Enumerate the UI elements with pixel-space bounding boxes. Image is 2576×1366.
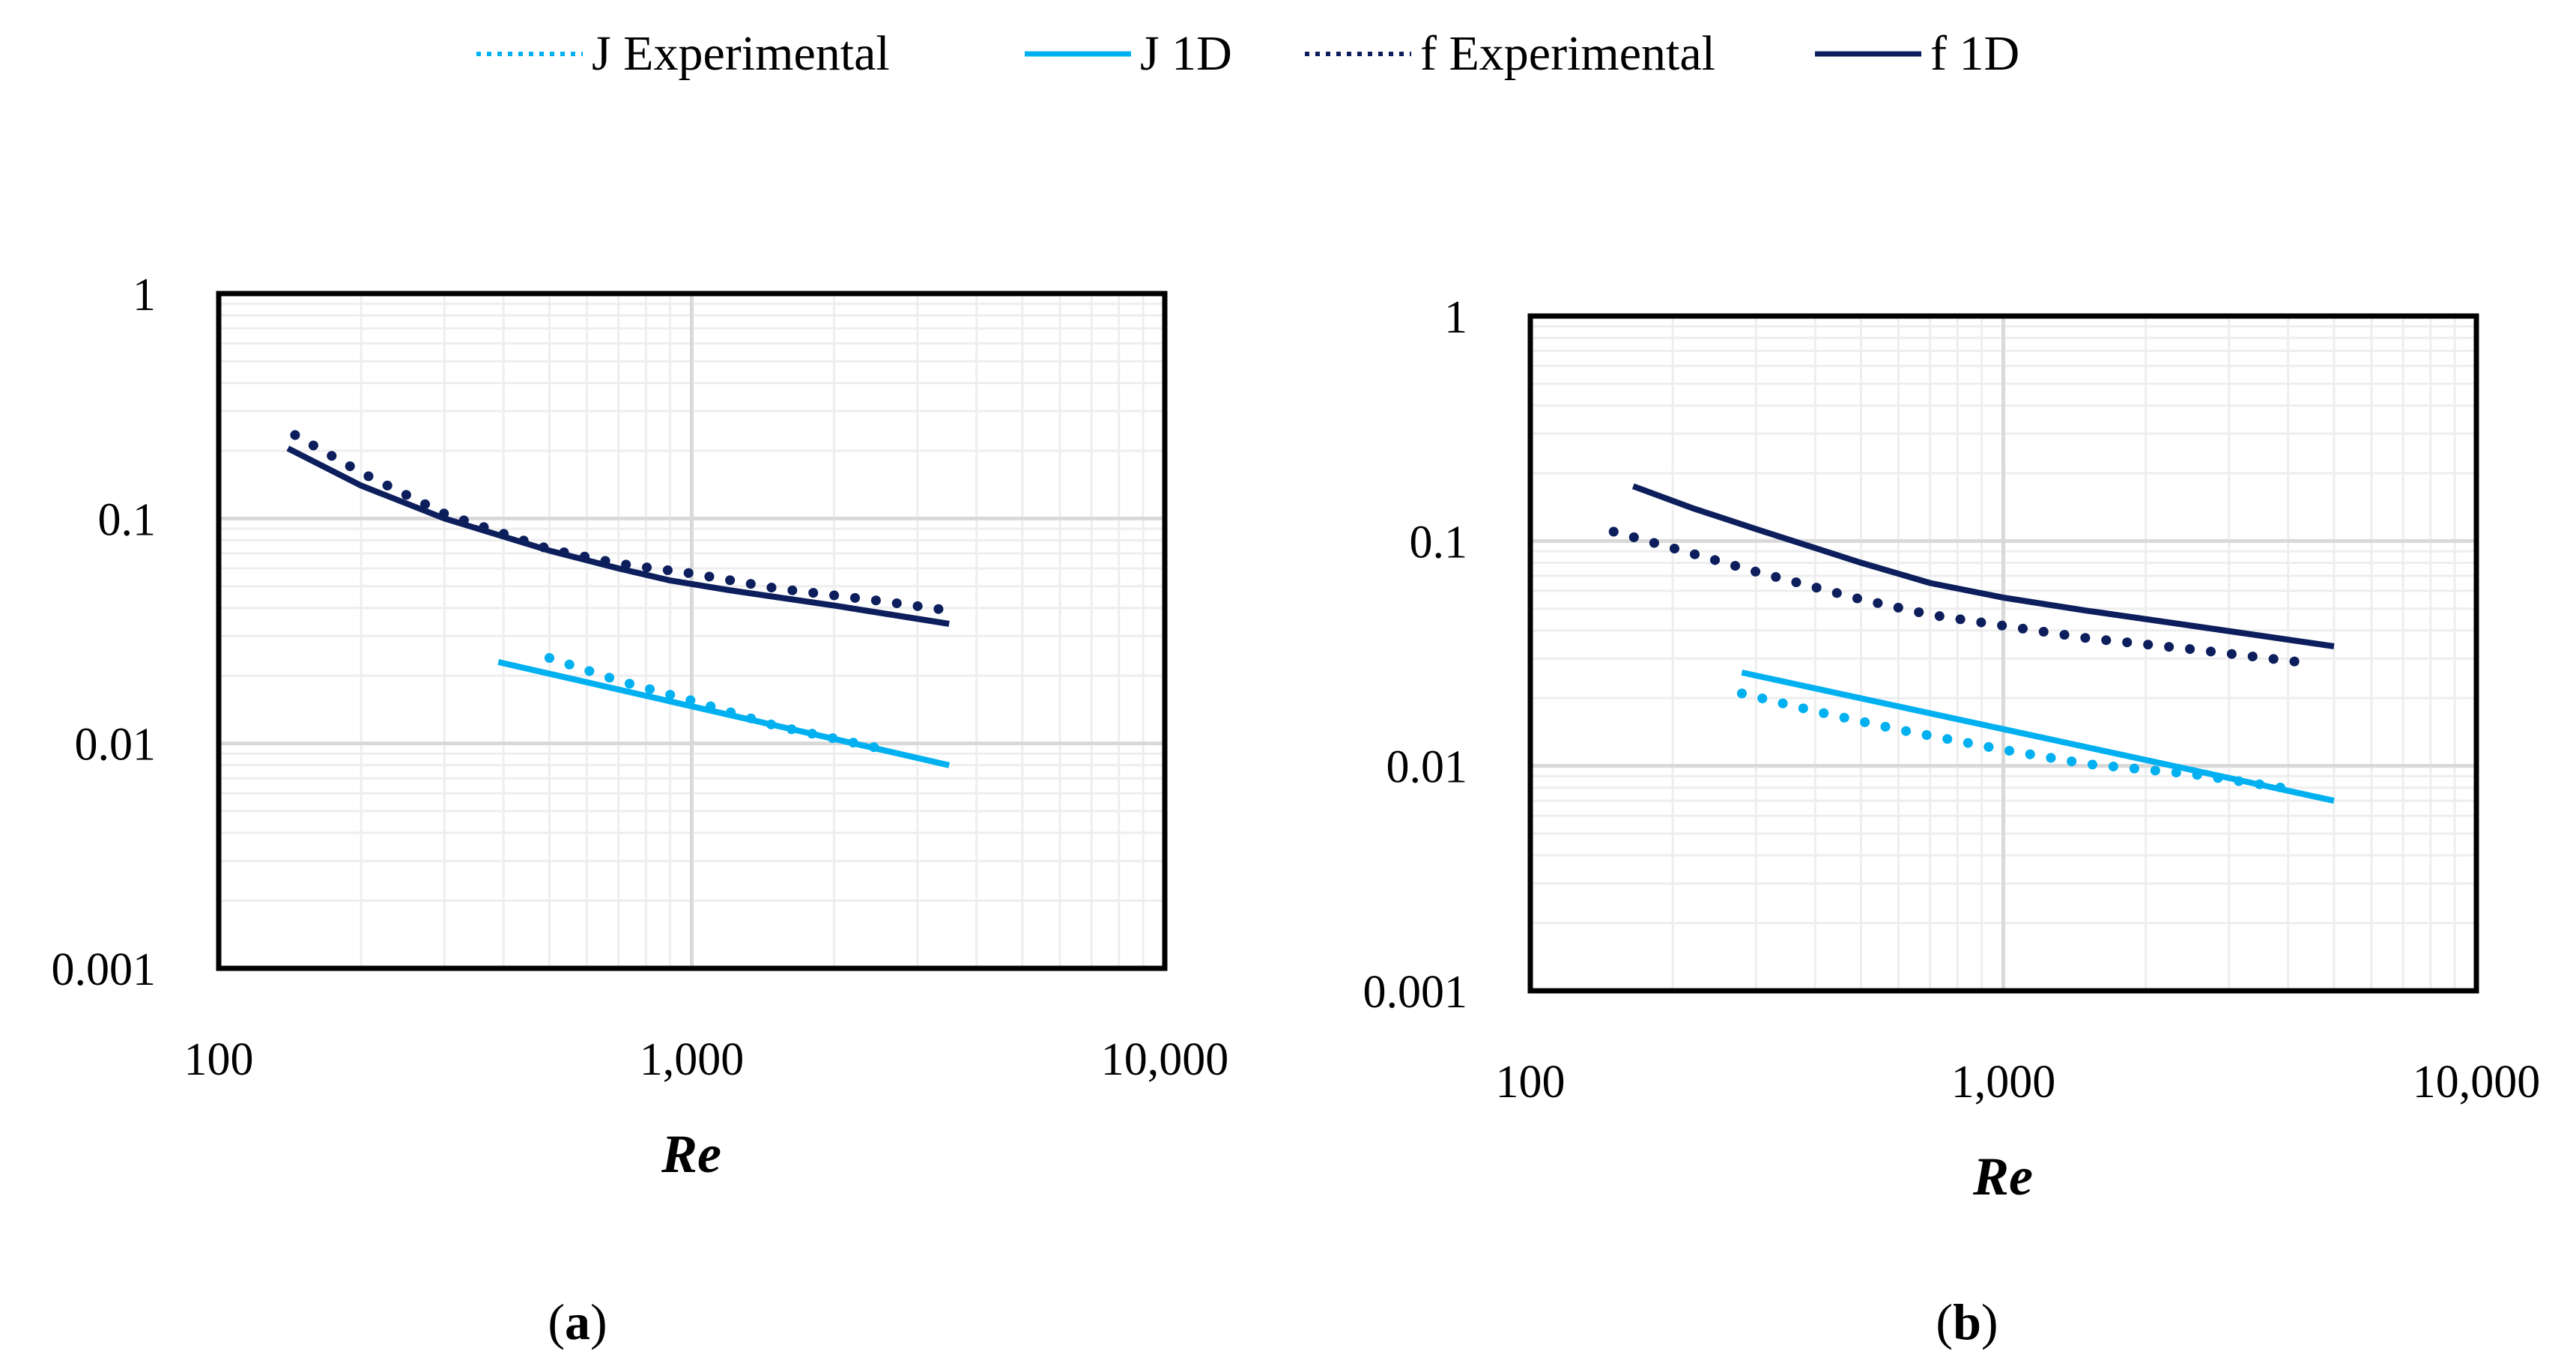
y-tick-label: 1 (1444, 292, 1467, 343)
y-tick-label: 0.001 (1363, 967, 1468, 1018)
y-tick-label: 0.1 (98, 494, 157, 545)
x-tick-label: 10,000 (2413, 1057, 2541, 1108)
legend-label-f-1d: f 1D (1930, 26, 2019, 81)
series-f-1d-b (1631, 483, 2335, 649)
x-axis-title-a: Re (661, 1124, 721, 1184)
x-tick-label: 100 (1496, 1057, 1566, 1108)
x-ticks-b: 100 1,000 10,000 (1496, 1057, 2541, 1108)
series-f-1d-a (286, 446, 950, 627)
legend-label-j-experimental: J Experimental (592, 26, 890, 81)
grid-a (216, 291, 1167, 971)
legend-label-f-experimental: f Experimental (1420, 26, 1715, 81)
chart-panel-a: 1 0.1 0.01 0.001 100 1,000 10,000 Re (a) (52, 270, 1229, 1350)
y-tick-label: 1 (133, 270, 156, 321)
y-tick-label: 0.1 (1410, 517, 1468, 568)
x-tick-label: 10,000 (1101, 1034, 1229, 1085)
y-ticks-a: 1 0.1 0.01 0.001 (52, 270, 157, 995)
x-tick-label: 100 (184, 1034, 254, 1085)
series-j-experimental-a (544, 653, 885, 753)
x-ticks-a: 100 1,000 10,000 (184, 1034, 1229, 1085)
plot-frame-a (216, 291, 1168, 971)
series-f-experimental-a (290, 430, 954, 616)
series-a (286, 430, 954, 768)
series-j-1d-a (497, 659, 950, 768)
y-tick-label: 0.001 (52, 944, 157, 995)
panel-caption-a: (a) (548, 1293, 607, 1350)
grid-b (1528, 314, 2479, 993)
chart-panel-b: 1 0.1 0.01 0.001 100 1,000 10,000 Re (b) (1363, 292, 2541, 1350)
x-tick-label: 1,000 (1951, 1057, 2056, 1108)
plot-frame-b (1527, 313, 2479, 994)
series-j-1d-b (1741, 670, 2335, 804)
series-b (1608, 483, 2335, 804)
legend-label-j-1d: J 1D (1140, 26, 1232, 81)
x-tick-label: 1,000 (640, 1034, 745, 1085)
legend: J Experimental J 1D f Experimental f 1D (476, 26, 2019, 81)
y-tick-label: 0.01 (1387, 742, 1468, 793)
panel-caption-b: (b) (1936, 1293, 1998, 1350)
y-tick-label: 0.01 (75, 720, 157, 771)
y-ticks-b: 1 0.1 0.01 0.001 (1363, 292, 1468, 1018)
x-axis-title-b: Re (1972, 1147, 2033, 1206)
